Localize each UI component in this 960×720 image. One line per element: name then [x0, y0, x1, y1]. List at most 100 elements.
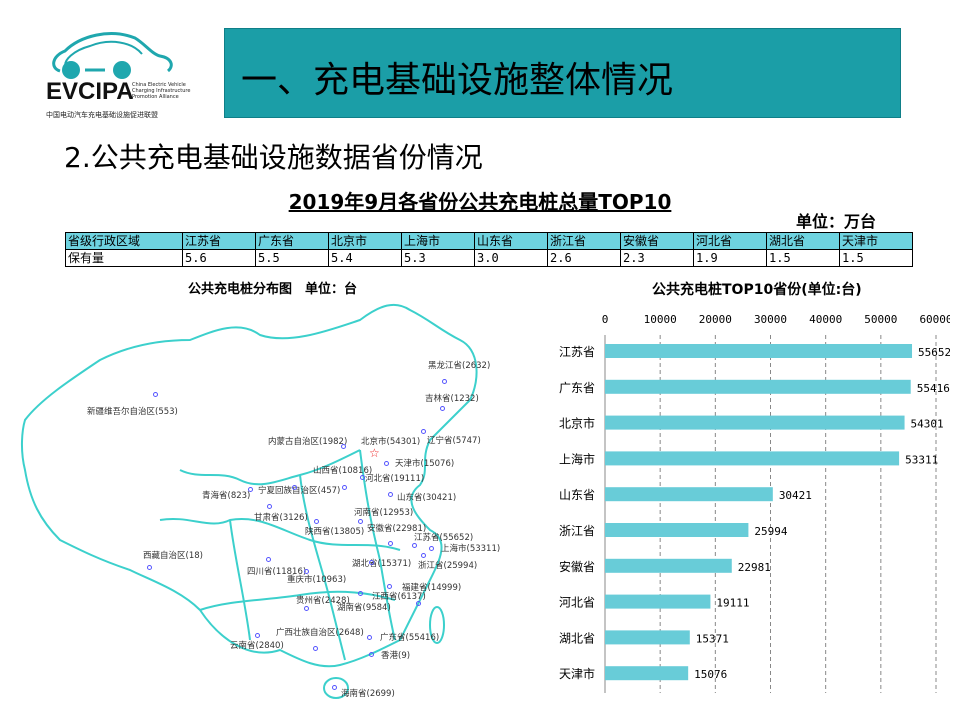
map-marker-icon [421, 553, 426, 558]
bar-chart: 0 10000 20000 30000 40000 50000 60000 江苏省 55652 广… [559, 313, 950, 693]
bar [605, 487, 773, 502]
capital-star-icon: ☆ [369, 446, 380, 460]
data-label: 30421 [779, 489, 812, 502]
map-province-label: 贵州省(2428) [296, 596, 350, 606]
map-province-label: 新疆维吾尔自治区(553) [87, 407, 178, 417]
bar [605, 594, 711, 609]
map-marker-icon [255, 633, 260, 638]
map-marker-icon [367, 635, 372, 640]
map-marker-icon [248, 487, 253, 492]
bar [605, 451, 900, 466]
y-category-label: 湖北省 [559, 630, 595, 645]
table-header-cell: 广东省 [255, 232, 329, 250]
map-province-label: 江西省(6137) [372, 592, 426, 602]
map-marker-icon [341, 444, 346, 449]
table-cell: 5.6 [182, 249, 256, 267]
map-province-label: 香港(9) [381, 651, 411, 661]
y-category-label: 安徽省 [559, 559, 595, 574]
map-marker-icon [313, 646, 318, 651]
x-tick-label: 20000 [699, 313, 732, 326]
table-header-cell: 浙江省 [547, 232, 621, 250]
map-province-label: 海南省(2699) [341, 689, 395, 699]
logo-subtitle: China Electric Vehicle Charging Infrastr… [132, 82, 191, 100]
map-province-label: 上海市(53311) [441, 544, 501, 554]
map-province-label: 福建省(14999) [402, 583, 462, 593]
table-cell: 1.5 [766, 249, 840, 267]
header-banner: 一、充电基础设施整体情况 [224, 28, 901, 118]
map-province-label: 安徽省(22981) [367, 524, 427, 534]
table-header-cell: 江苏省 [182, 232, 256, 250]
table-cell: 1.5 [839, 249, 913, 267]
map-province-label: 天津市(15076) [395, 459, 455, 469]
section-title: 2.公共充电基础设施数据省份情况 [64, 141, 483, 174]
map-province-label: 浙江省(25994) [418, 561, 478, 571]
y-category-label: 天津市 [559, 666, 595, 681]
x-tick-label: 40000 [809, 313, 842, 326]
data-label: 53311 [905, 453, 938, 466]
table-header-cell: 安徽省 [620, 232, 694, 250]
table-cell: 3.0 [474, 249, 548, 267]
map-marker-icon [292, 485, 297, 490]
y-category-label: 北京市 [559, 416, 595, 431]
map-province-label: 北京市(54301) [361, 437, 421, 447]
y-category-label: 浙江省 [559, 524, 595, 538]
map-province-label: 黑龙江省(2632) [428, 361, 491, 371]
map-marker-icon [416, 601, 421, 606]
map-marker-icon [332, 685, 337, 690]
map-province-label: 内蒙古自治区(1982) [268, 437, 348, 447]
map-marker-icon [267, 504, 272, 509]
map-province-label: 宁夏回族自治区(457) [258, 486, 341, 496]
table-header-cell: 上海市 [401, 232, 475, 250]
x-tick-label: 10000 [644, 313, 677, 326]
table-header-cell: 北京市 [328, 232, 402, 250]
map-marker-icon [388, 492, 393, 497]
x-tick-label: 60000 [919, 313, 950, 326]
map-marker-icon [388, 541, 393, 546]
map-marker-icon [442, 379, 447, 384]
data-label: 25994 [754, 525, 787, 538]
map-marker-icon [387, 584, 392, 589]
map-province-label: 河北省(19111) [365, 474, 425, 484]
bar [605, 415, 905, 430]
map-province-label: 吉林省(1232) [425, 394, 479, 404]
y-category-label: 江苏省 [559, 345, 595, 359]
china-map [21, 303, 478, 699]
map-province-label: 陕西省(13805) [305, 527, 365, 537]
data-label: 22981 [738, 561, 771, 574]
map-province-label: 西藏自治区(18) [143, 551, 203, 561]
table-cell: 保有量 [65, 249, 183, 267]
map-marker-icon [304, 606, 309, 611]
bar [605, 379, 911, 394]
map-marker-icon [421, 429, 426, 434]
x-tick-label: 50000 [864, 313, 897, 326]
y-category-label: 山东省 [559, 488, 595, 502]
data-label: 15371 [696, 632, 729, 645]
map-marker-icon [429, 546, 434, 551]
map-province-label: 云南省(2840) [230, 641, 284, 651]
map-province-label: 广西壮族自治区(2648) [276, 628, 364, 638]
data-label: 54301 [911, 418, 944, 431]
map-province-label: 甘肃省(3126) [254, 513, 308, 523]
table-cell: 1.9 [693, 249, 767, 267]
map-marker-icon [147, 565, 152, 570]
table-header-cell: 河北省 [693, 232, 767, 250]
x-tick-label: 30000 [754, 313, 787, 326]
y-category-label: 上海市 [559, 451, 595, 466]
map-marker-icon [369, 560, 374, 565]
data-label: 19111 [716, 597, 749, 610]
logo-chinese: 中国电动汽车充电基础设施促进联盟 [46, 111, 158, 119]
map-marker-icon [412, 543, 417, 548]
table-header-cell: 省级行政区域 [65, 232, 183, 250]
bar [605, 523, 749, 537]
table-cell: 2.3 [620, 249, 694, 267]
map-marker-icon [304, 569, 309, 574]
table-cell: 5.5 [255, 249, 329, 267]
map-province-label: 辽宁省(5747) [427, 436, 481, 446]
map-marker-icon [342, 485, 347, 490]
map-province-label: 河南省(12953) [354, 508, 414, 518]
map-province-label: 江苏省(55652) [414, 533, 474, 543]
map-province-label: 四川省(11816) [247, 567, 307, 577]
logo-name: EVCIPA [46, 78, 134, 105]
table-row: 保有量 5.6 5.5 5.4 5.3 3.0 2.6 2.3 1.9 1.5 1.5 [65, 249, 913, 267]
table-header-cell: 天津市 [839, 232, 913, 250]
